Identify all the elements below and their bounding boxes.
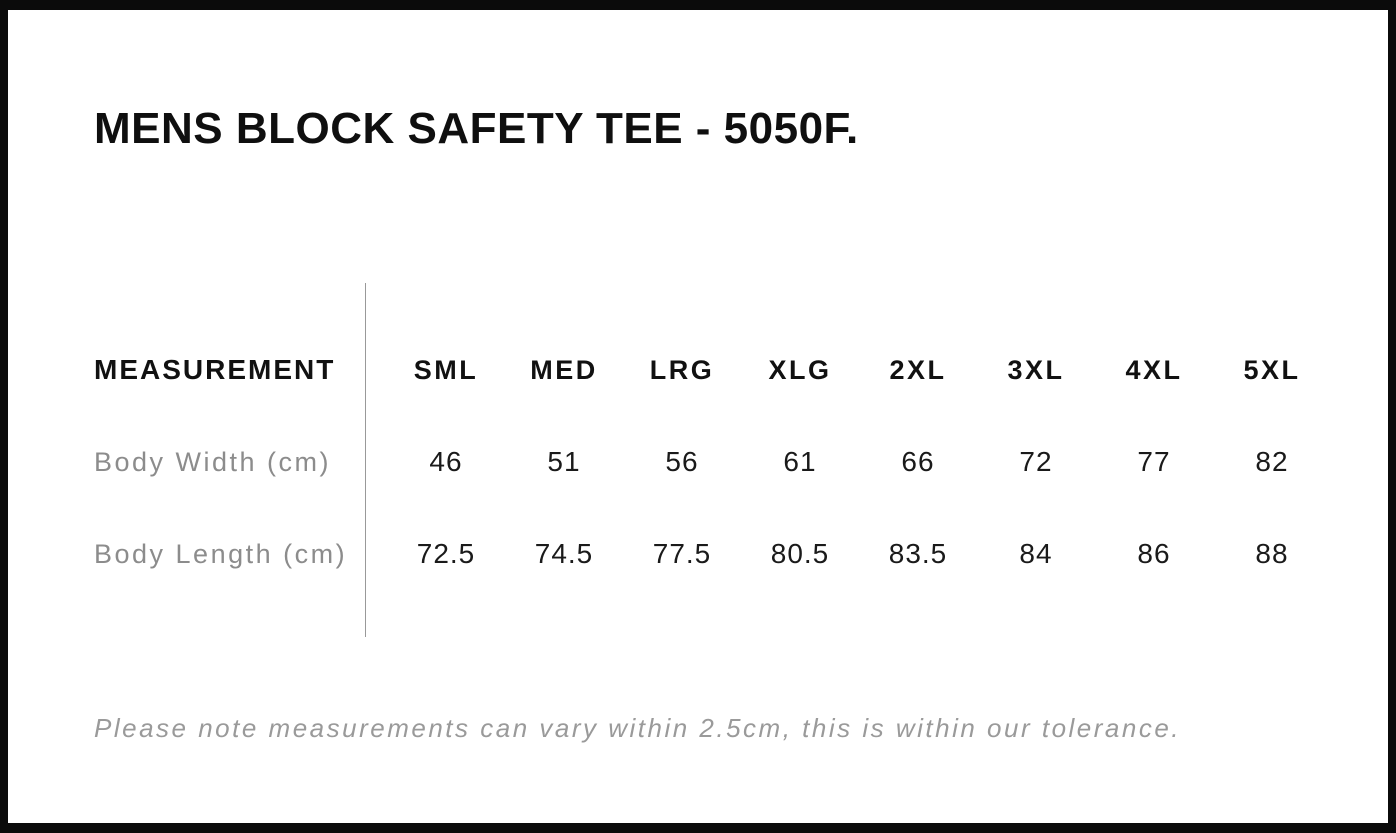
column-divider-line [365, 283, 366, 637]
measurement-column-header: MEASUREMENT [94, 354, 336, 385]
size-value-cell: 56 [665, 446, 699, 477]
size-value-cell: 66 [901, 446, 935, 477]
page-title: MENS BLOCK SAFETY TEE - 5050F. [94, 104, 859, 153]
size-column-header-5xl: 5XL [1243, 354, 1301, 385]
size-value-cell: 80.5 [770, 538, 830, 569]
size-guide-page: MENS BLOCK SAFETY TEE - 5050F. MEASUREME… [8, 10, 1388, 823]
size-value-cell: 77 [1137, 446, 1171, 477]
size-value-cell: 61 [783, 446, 817, 477]
size-value-cell: 51 [547, 446, 581, 477]
size-value-cell: 84 [1019, 538, 1053, 569]
size-value-cell: 77.5 [652, 538, 712, 569]
size-column-header-xlg: XLG [768, 354, 832, 385]
size-column-header-med: MED [530, 354, 598, 385]
size-column-header-sml: SML [413, 354, 479, 385]
size-value-cell: 72.5 [416, 538, 476, 569]
size-column-header-2xl: 2XL [889, 354, 947, 385]
size-value-cell: 46 [429, 446, 463, 477]
size-value-cell: 74.5 [534, 538, 594, 569]
size-value-cell: 83.5 [888, 538, 948, 569]
size-column-header-lrg: LRG [649, 354, 715, 385]
size-column-header-4xl: 4XL [1125, 354, 1183, 385]
size-value-cell: 86 [1137, 538, 1171, 569]
row-label-body-width: Body Width (cm) [94, 446, 332, 477]
size-column-header-3xl: 3XL [1007, 354, 1065, 385]
tolerance-note: Please note measurements can vary within… [94, 713, 1182, 743]
size-chart-table: MEASUREMENT SML MED LRG XLG 2XL 3XL 4XL … [94, 324, 1331, 600]
size-value-cell: 82 [1255, 446, 1289, 477]
size-value-cell: 72 [1019, 446, 1053, 477]
row-label-body-length: Body Length (cm) [94, 538, 348, 569]
size-value-cell: 88 [1255, 538, 1289, 569]
